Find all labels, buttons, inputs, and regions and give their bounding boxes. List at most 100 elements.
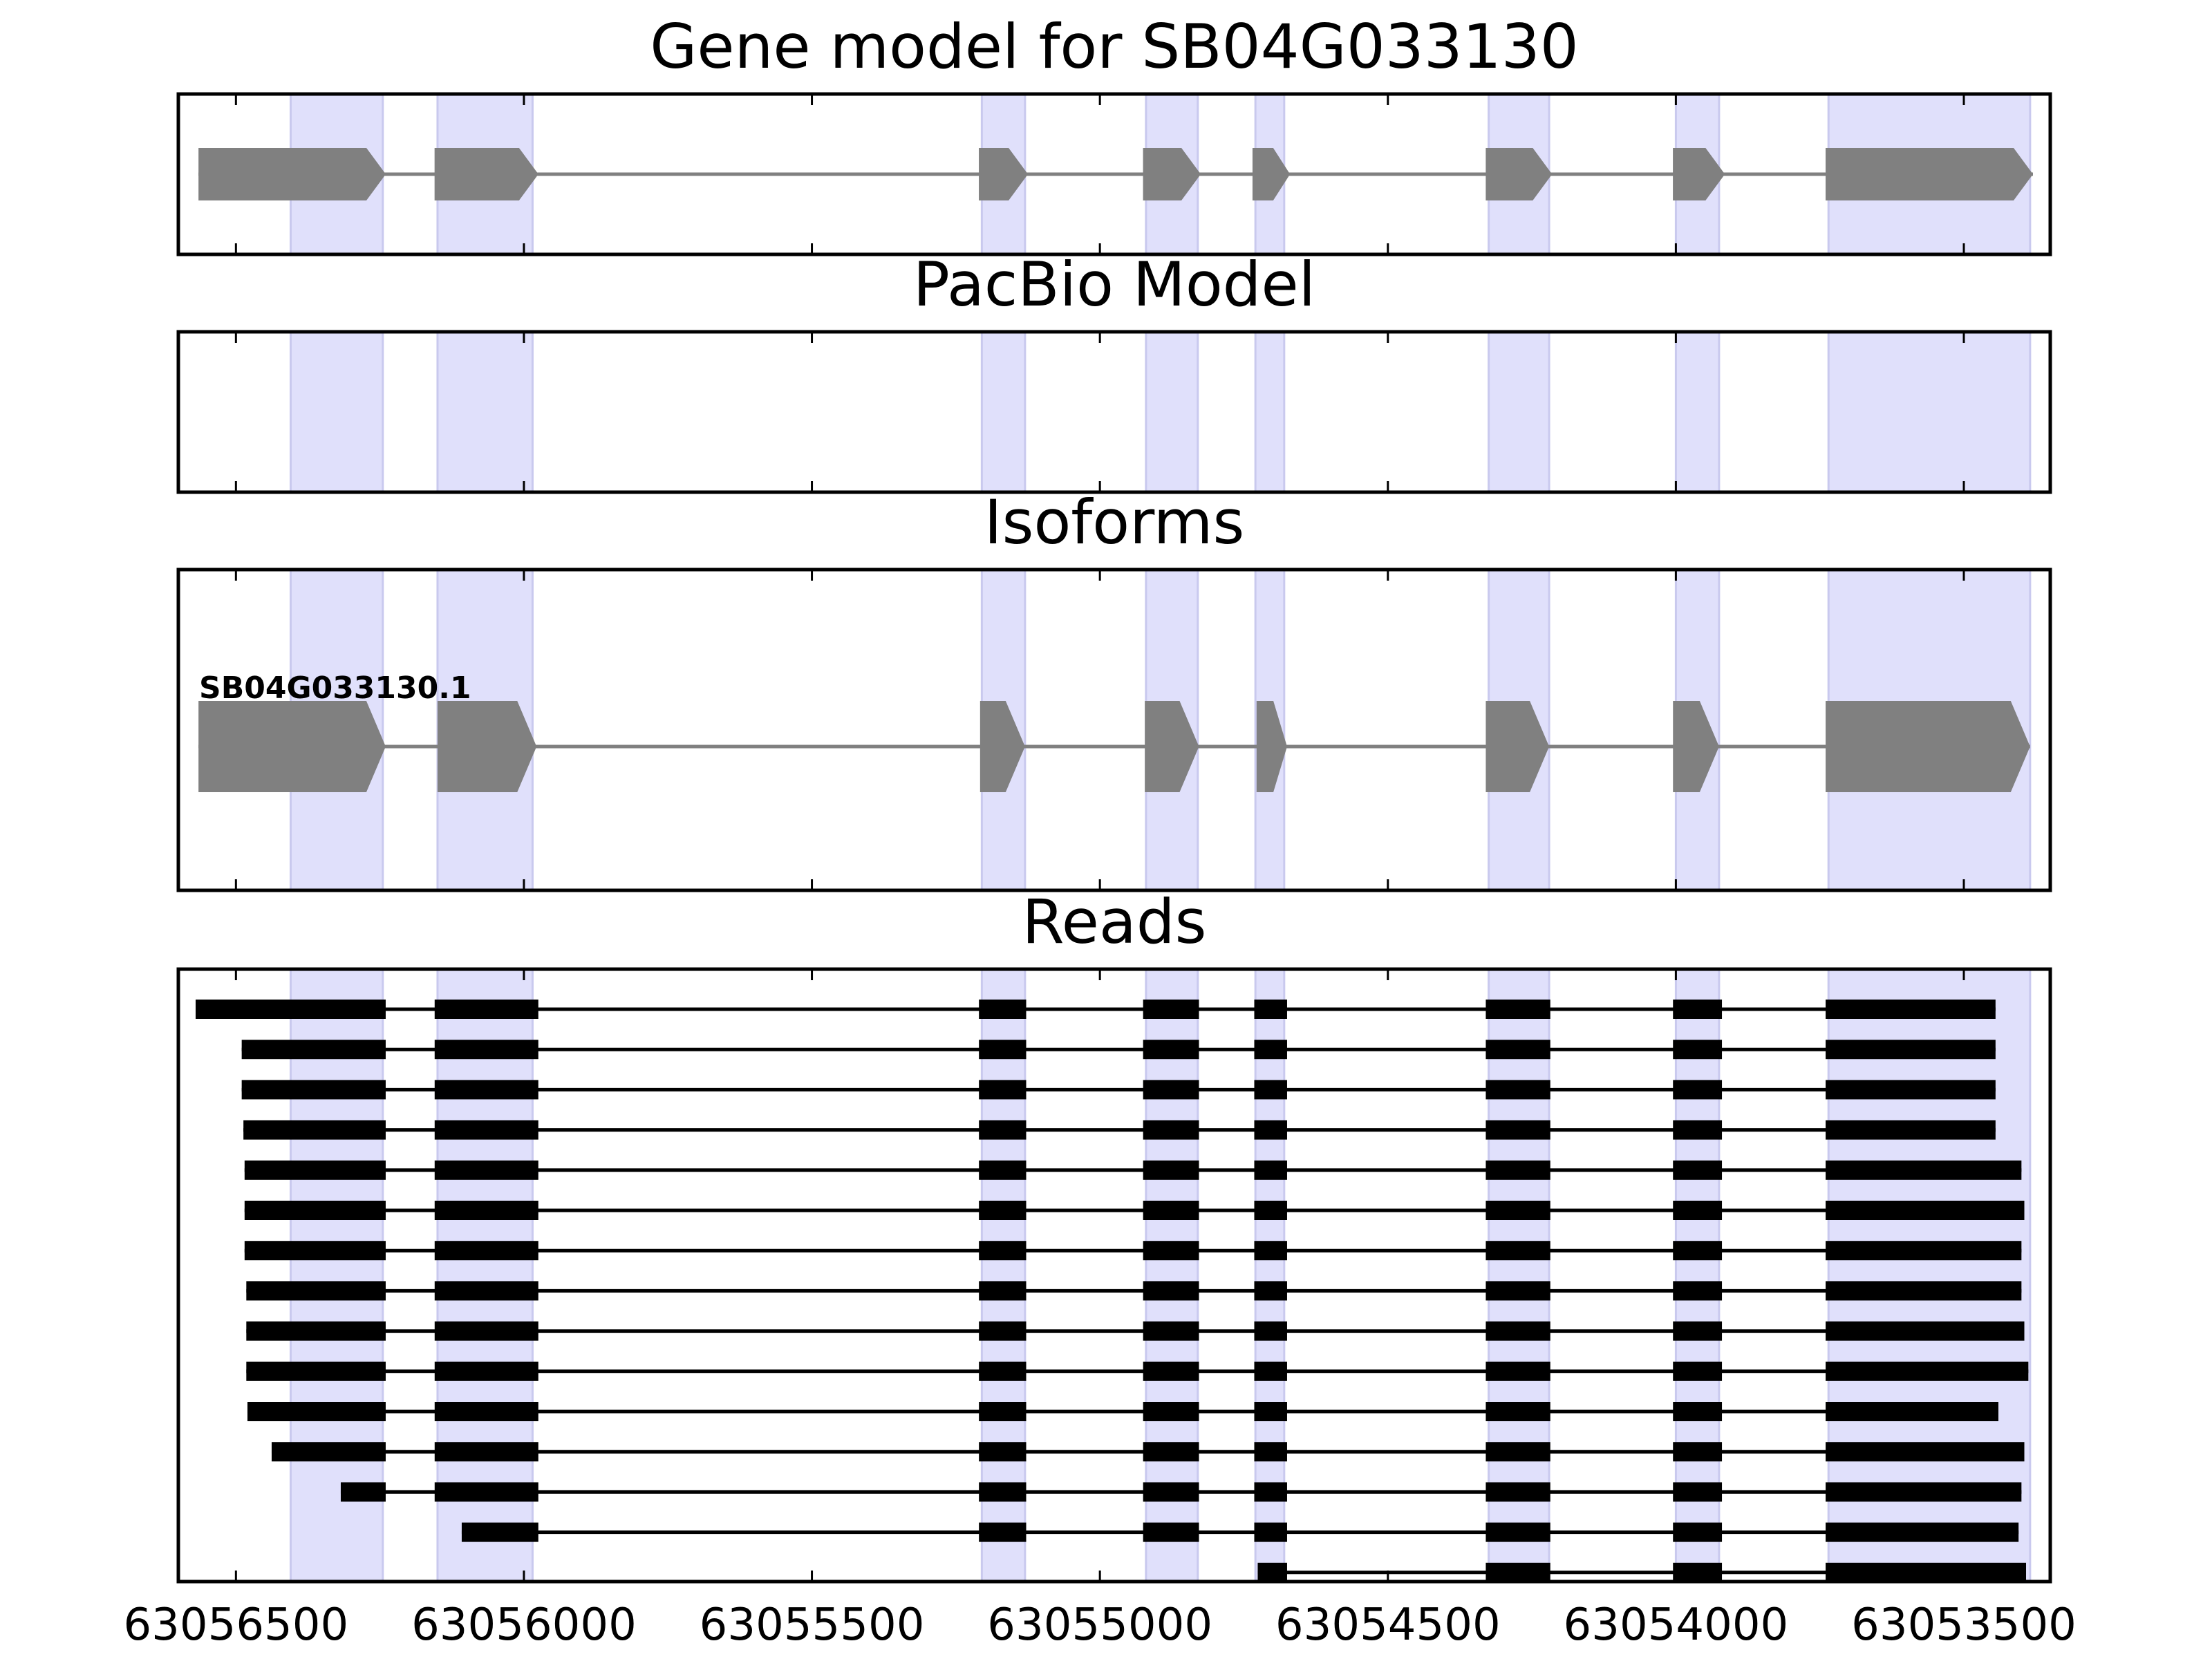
read-block bbox=[979, 1120, 1027, 1140]
read-block bbox=[247, 1402, 386, 1421]
isoform-exon-7 bbox=[1673, 701, 1719, 792]
read-block bbox=[1673, 1160, 1723, 1180]
panel-2 bbox=[176, 148, 2052, 494]
read-block bbox=[434, 1442, 538, 1462]
read-block bbox=[1254, 1522, 1287, 1542]
panel-3: SB04G033130.1 bbox=[176, 568, 2052, 892]
read-block bbox=[1143, 1160, 1199, 1180]
read-block bbox=[1143, 1482, 1199, 1502]
isoform-exon-8 bbox=[1826, 701, 2030, 792]
highlight-region-4 bbox=[1145, 330, 1199, 494]
read-block bbox=[1254, 1241, 1287, 1261]
read-block bbox=[1673, 1562, 1723, 1582]
read-2 bbox=[241, 1040, 1996, 1060]
read-block bbox=[1673, 1482, 1723, 1502]
axes-frame bbox=[176, 967, 2052, 1584]
panel-4 bbox=[176, 967, 2052, 1584]
axes-frame bbox=[176, 568, 2052, 892]
read-block bbox=[1485, 1522, 1550, 1542]
read-block bbox=[979, 1281, 1027, 1301]
read-block bbox=[434, 1241, 538, 1261]
read-7 bbox=[244, 1241, 2022, 1261]
read-6 bbox=[244, 1201, 2025, 1220]
read-block bbox=[244, 1241, 386, 1261]
pacbio-model-exon-5 bbox=[1252, 148, 1291, 200]
axes-frame bbox=[176, 330, 2052, 494]
read-block bbox=[434, 1120, 538, 1140]
read-block bbox=[1143, 1361, 1199, 1381]
read-block bbox=[1826, 1120, 1996, 1140]
read-block bbox=[979, 1160, 1027, 1180]
read-block bbox=[1143, 1000, 1199, 1019]
highlight-region-6 bbox=[1488, 330, 1550, 494]
read-block bbox=[1254, 1120, 1287, 1140]
panel-title-gene-model: Gene model for SB04G033130 bbox=[650, 11, 1579, 82]
read-block bbox=[1143, 1201, 1199, 1220]
read-block bbox=[1826, 1241, 2022, 1261]
pacbio-model-exon-3 bbox=[979, 148, 1029, 200]
read-block bbox=[461, 1522, 538, 1542]
isoform-exon-4 bbox=[1145, 701, 1199, 792]
read-block bbox=[1826, 1080, 1996, 1100]
highlight-region-2 bbox=[436, 330, 534, 494]
highlight-region-1 bbox=[289, 968, 384, 1583]
read-block bbox=[979, 1361, 1027, 1381]
read-block bbox=[1485, 1482, 1550, 1502]
x-tick-label: 63055500 bbox=[700, 1600, 925, 1651]
read-block bbox=[1485, 1201, 1550, 1220]
read-block bbox=[1826, 1040, 1996, 1060]
read-block bbox=[1254, 1361, 1287, 1381]
read-block bbox=[1143, 1241, 1199, 1261]
read-block bbox=[1826, 1321, 2025, 1341]
read-block bbox=[1485, 1080, 1550, 1100]
read-10 bbox=[246, 1361, 2029, 1381]
read-block bbox=[1485, 1000, 1550, 1019]
pacbio-model-exon-7 bbox=[1673, 148, 1725, 200]
read-block bbox=[195, 1000, 386, 1019]
read-block bbox=[434, 1160, 538, 1180]
pacbio-model-exon-4 bbox=[1143, 148, 1201, 200]
read-block bbox=[1673, 1241, 1723, 1261]
read-block bbox=[1826, 1000, 1996, 1019]
highlight-region-1 bbox=[289, 330, 384, 494]
read-block bbox=[1254, 1000, 1287, 1019]
isoform-label: SB04G033130.1 bbox=[199, 671, 471, 706]
read-block bbox=[1826, 1361, 2029, 1381]
read-block bbox=[1485, 1241, 1550, 1261]
read-block bbox=[1673, 1281, 1723, 1301]
panel-title-reads: Reads bbox=[1022, 886, 1207, 957]
pacbio-model-exon-2 bbox=[434, 148, 538, 200]
read-block bbox=[1826, 1402, 1999, 1421]
read-block bbox=[434, 1080, 538, 1100]
highlight-region-5 bbox=[1254, 968, 1286, 1583]
read-block bbox=[241, 1080, 386, 1100]
highlight-region-7 bbox=[1674, 330, 1721, 494]
read-block bbox=[1826, 1442, 2025, 1462]
read-block bbox=[979, 1482, 1027, 1502]
x-tick-label: 63054000 bbox=[1564, 1600, 1789, 1651]
read-block bbox=[1673, 1522, 1723, 1542]
read-block bbox=[1485, 1040, 1550, 1060]
read-block bbox=[1826, 1522, 2019, 1542]
read-3 bbox=[241, 1080, 1996, 1100]
read-block bbox=[1254, 1442, 1287, 1462]
read-block bbox=[434, 1361, 538, 1381]
read-block bbox=[1485, 1442, 1550, 1462]
read-block bbox=[243, 1120, 386, 1140]
read-block bbox=[244, 1160, 386, 1180]
read-15 bbox=[1257, 1562, 2027, 1582]
read-5 bbox=[244, 1160, 2022, 1180]
read-block bbox=[1673, 1080, 1723, 1100]
read-block bbox=[246, 1321, 386, 1341]
read-block bbox=[1485, 1281, 1550, 1301]
read-block bbox=[1673, 1402, 1723, 1421]
read-block bbox=[1485, 1160, 1550, 1180]
read-block bbox=[1254, 1281, 1287, 1301]
read-block bbox=[434, 1281, 538, 1301]
read-block bbox=[434, 1000, 538, 1019]
read-block bbox=[1143, 1080, 1199, 1100]
read-block bbox=[1673, 1321, 1723, 1341]
read-block bbox=[1254, 1201, 1287, 1220]
read-block bbox=[1485, 1120, 1550, 1140]
